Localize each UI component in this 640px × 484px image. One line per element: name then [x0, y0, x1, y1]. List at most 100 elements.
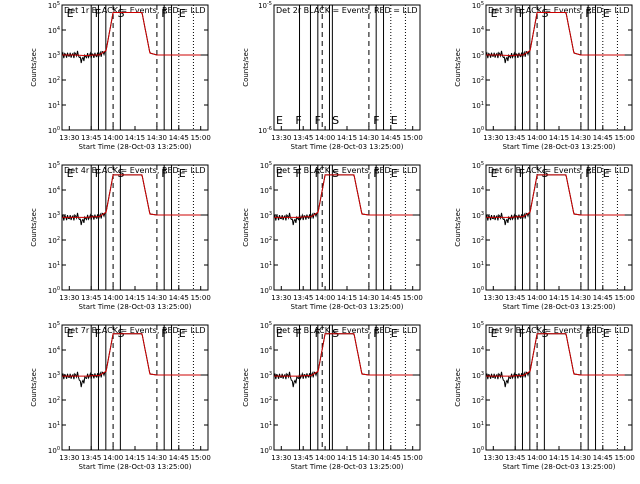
- x-tick-label: 14:15: [125, 294, 145, 302]
- y-tick-label: 104: [48, 346, 60, 355]
- y-tick-label: 105: [260, 161, 272, 170]
- y-tick-label: 10-5: [258, 1, 272, 10]
- y-tick-label: 101: [48, 101, 60, 110]
- x-tick-label: 14:45: [169, 454, 189, 462]
- marker-label: E: [179, 7, 186, 20]
- detector-panel-3: Det 3r BLACK = Events, RED = LLD 100 101 10…: [454, 1, 635, 151]
- x-tick-label: 14:30: [571, 294, 591, 302]
- y-tick-label: 101: [48, 261, 60, 270]
- plot-frame: [485, 164, 633, 291]
- x-tick-label: 13:45: [81, 454, 101, 462]
- x-tick-label: 14:30: [359, 134, 379, 142]
- detector-panel-8: Det 8r BLACK = Events, RED = LLD 100 101 10…: [242, 321, 423, 471]
- y-tick-label: 100: [472, 446, 484, 455]
- x-axis-label: Start Time (28-Oct-03 13:25:00): [291, 143, 404, 151]
- x-tick-label: 13:45: [293, 134, 313, 142]
- marker-label: E: [67, 327, 74, 340]
- x-axis-label: Start Time (28-Oct-03 13:25:00): [291, 463, 404, 471]
- y-tick-label: 101: [472, 101, 484, 110]
- detector-panel-4: Det 4r BLACK = Events, RED = LLD 100 101 10…: [30, 161, 211, 311]
- marker-label: F: [315, 327, 321, 340]
- x-tick-label: 14:30: [147, 134, 167, 142]
- plot-frame: [61, 324, 209, 451]
- series-lld-line: [62, 333, 201, 377]
- marker-label: F: [295, 114, 301, 127]
- plot-frame: [485, 4, 633, 131]
- x-tick-label: 14:15: [337, 134, 357, 142]
- marker-label: E: [603, 7, 610, 20]
- chart-title: Det 5r BLACK = Events, RED = LLD: [276, 166, 418, 175]
- x-tick-label: 14:45: [381, 134, 401, 142]
- series-lld-line: [486, 174, 625, 218]
- x-tick-label: 14:45: [381, 454, 401, 462]
- y-tick-label: 102: [472, 396, 484, 405]
- x-tick-label: 14:30: [571, 134, 591, 142]
- marker-label: F: [373, 167, 379, 180]
- marker-label: F: [161, 7, 167, 20]
- marker-label: F: [519, 7, 525, 20]
- y-tick-label: 103: [472, 371, 484, 380]
- y-axis-label: Counts/sec: [242, 48, 250, 87]
- x-tick-label: 15:00: [191, 454, 211, 462]
- series-lld-line: [274, 174, 413, 218]
- y-tick-label: 102: [472, 236, 484, 245]
- x-tick-label: 14:00: [103, 134, 123, 142]
- y-tick-label: 101: [260, 421, 272, 430]
- y-tick-label: 105: [48, 321, 60, 330]
- x-tick-label: 14:30: [147, 294, 167, 302]
- x-tick-label: 15:00: [615, 454, 635, 462]
- marker-label: S: [332, 167, 339, 180]
- y-axis-label: Counts/sec: [30, 208, 38, 247]
- chart-title: Det 1r BLACK = Events, RED = LLD: [64, 6, 206, 15]
- marker-label: F: [295, 327, 301, 340]
- detector-panel-1: Det 1r BLACK = Events, RED = LLD 100 101 10…: [30, 1, 211, 151]
- x-tick-label: 14:00: [315, 294, 335, 302]
- x-tick-label: 14:45: [169, 294, 189, 302]
- x-tick-label: 14:30: [359, 454, 379, 462]
- marker-label: F: [161, 167, 167, 180]
- marker-label: F: [295, 167, 301, 180]
- marker-label: E: [67, 7, 74, 20]
- x-tick-label: 14:30: [571, 454, 591, 462]
- x-axis-label: Start Time (28-Oct-03 13:25:00): [79, 143, 192, 151]
- marker-label: E: [491, 327, 498, 340]
- x-tick-label: 14:15: [549, 134, 569, 142]
- x-tick-label: 13:30: [59, 134, 79, 142]
- marker-label: E: [276, 167, 283, 180]
- marker-label: E: [391, 327, 398, 340]
- marker-label: E: [67, 167, 74, 180]
- plot-frame: [273, 4, 421, 131]
- detector-panel-2: Det 2r BLACK = Events, RED = LLD 10-6 10-5…: [242, 1, 423, 151]
- marker-label: E: [391, 167, 398, 180]
- x-tick-label: 15:00: [403, 134, 423, 142]
- y-axis-label: Counts/sec: [454, 368, 462, 407]
- y-tick-label: 103: [48, 371, 60, 380]
- y-axis-label: Counts/sec: [454, 208, 462, 247]
- plot-frame: [61, 164, 209, 291]
- y-tick-label: 100: [48, 446, 60, 455]
- series-events-line: [61, 333, 208, 388]
- y-tick-label: 100: [472, 126, 484, 135]
- marker-label: E: [179, 167, 186, 180]
- y-tick-label: 103: [260, 211, 272, 220]
- y-axis-label: Counts/sec: [242, 368, 250, 407]
- marker-label: E: [603, 167, 610, 180]
- x-tick-label: 13:45: [293, 454, 313, 462]
- marker-label: S: [541, 7, 548, 20]
- x-tick-label: 15:00: [615, 294, 635, 302]
- x-tick-label: 14:00: [315, 454, 335, 462]
- y-tick-label: 100: [472, 286, 484, 295]
- y-tick-label: 103: [472, 51, 484, 60]
- y-tick-label: 104: [472, 26, 484, 35]
- x-tick-label: 13:30: [483, 294, 503, 302]
- chart-title: Det 9r BLACK = Events, RED = LLD: [488, 326, 630, 335]
- marker-label: F: [585, 167, 591, 180]
- y-tick-label: 102: [48, 76, 60, 85]
- x-tick-label: 14:15: [549, 294, 569, 302]
- marker-label: F: [373, 327, 379, 340]
- x-tick-label: 13:45: [293, 294, 313, 302]
- x-tick-label: 13:30: [483, 454, 503, 462]
- marker-label: S: [117, 167, 124, 180]
- marker-label: F: [585, 327, 591, 340]
- marker-label: F: [95, 167, 101, 180]
